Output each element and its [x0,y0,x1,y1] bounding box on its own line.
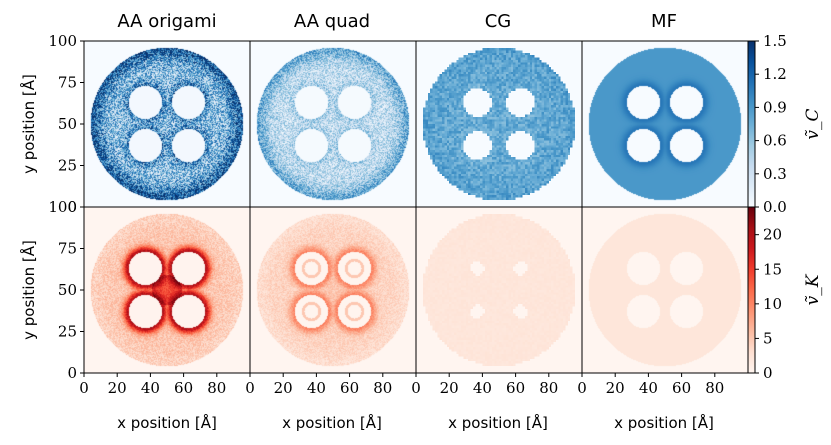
x-tick-label: 40 [639,379,658,397]
x-axis-label-col3: x position [Å] [448,413,548,432]
y-tick-label: 50 [58,281,77,299]
colorbar-tick-label: 0.0 [763,198,787,216]
x-tick-label: 40 [307,379,326,397]
y-tick-label: 0 [67,364,77,382]
x-tick-label: 80 [539,379,558,397]
x-tick-label: 60 [506,379,525,397]
heatmap-k-aa-origami [84,207,250,373]
x-tick-label: 40 [473,379,492,397]
colorbar-blues [747,40,756,208]
x-tick-label: 0 [245,379,255,397]
y-tick-label: 100 [48,32,77,50]
x-tick-label: 60 [174,379,193,397]
colorbar-tick-label: 5 [763,329,773,347]
colorbar-tick-label: 0.9 [763,98,787,116]
column-title-aa-origami: AA origami [117,11,216,32]
y-tick-label: 75 [58,74,77,92]
column-title-cg: CG [485,11,512,32]
y-tick-label: 100 [48,198,77,216]
x-tick-label: 0 [79,379,89,397]
x-tick-label: 20 [440,379,459,397]
y-tick-label: 0 [67,198,77,216]
x-tick-label: 0 [577,379,587,397]
heatmap-c-cg [416,41,582,207]
y-axis-label-top: y position [Å] [19,74,38,174]
x-tick-label: 80 [373,379,392,397]
heatmap-k-mf [582,207,748,373]
colorbar-tick-label: 10 [763,295,782,313]
heatmap-k-aa-quad [250,207,416,373]
colorbar-tick-label: 0.6 [763,132,787,150]
x-axis-label-col4: x position [Å] [614,413,714,432]
colorbar-tick-label: 15 [763,260,782,278]
x-axis-label-col1: x position [Å] [117,413,217,432]
y-tick-label: 25 [58,157,77,175]
colorbar-label-c: ṽ_C [803,108,823,139]
x-axis: 0 20 40 60 80 0 20 40 60 80 0 20 40 60 80 0 20 40 60 80 [79,373,724,397]
colorbar-tick-label: 0.3 [763,165,787,183]
colorbar-tick-label: 20 [763,226,782,244]
column-title-aa-quad: AA quad [294,11,370,32]
heatmap-c-aa-origami [84,41,250,207]
y-tick-label: 25 [58,323,77,341]
heatmap-c-aa-quad [250,41,416,207]
x-axis-label-col2: x position [Å] [282,413,382,432]
colorbar-tick-label: 0 [763,364,773,382]
colorbar-tick-label: 1.2 [763,65,787,83]
y-axis-label-bottom: y position [Å] [19,240,38,340]
y-tick-label: 75 [58,240,77,258]
heatmap-k-cg [416,207,582,373]
x-tick-label: 80 [705,379,724,397]
colorbar-tick-label: 1.5 [763,32,787,50]
x-tick-label: 40 [141,379,160,397]
x-tick-label: 20 [108,379,127,397]
x-tick-label: 80 [207,379,226,397]
column-title-mf: MF [651,11,677,32]
y-tick-label: 50 [58,115,77,133]
x-tick-label: 60 [672,379,691,397]
colorbar-label-k: ṽ_K [803,273,823,305]
colorbar-reds [747,206,756,374]
x-tick-label: 20 [274,379,293,397]
x-tick-label: 20 [606,379,625,397]
heatmap-c-mf [582,41,748,207]
colorbar-ticks: 0.0 0.3 0.6 0.9 1.2 1.5 0 5 10 15 20 [755,32,787,382]
heatmap-grid [84,41,748,373]
x-tick-label: 0 [411,379,421,397]
x-tick-label: 60 [340,379,359,397]
